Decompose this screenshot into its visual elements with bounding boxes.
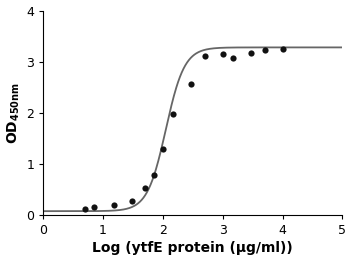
Point: [202, 54, 208, 58]
Point: [231, 56, 236, 60]
Point: [189, 82, 194, 86]
Y-axis label: $\mathbf{OD_{450nm}}$: $\mathbf{OD_{450nm}}$: [6, 82, 22, 144]
Point: [151, 173, 156, 177]
Point: [91, 205, 96, 209]
Point: [129, 199, 134, 203]
Point: [220, 52, 226, 56]
Point: [171, 112, 176, 116]
Point: [262, 48, 268, 52]
Point: [160, 147, 166, 151]
Point: [142, 186, 148, 190]
Point: [111, 203, 117, 207]
Point: [82, 207, 88, 211]
X-axis label: Log (ytfE protein (µg/ml)): Log (ytfE protein (µg/ml)): [93, 241, 293, 256]
Point: [249, 50, 254, 55]
Point: [280, 47, 285, 51]
